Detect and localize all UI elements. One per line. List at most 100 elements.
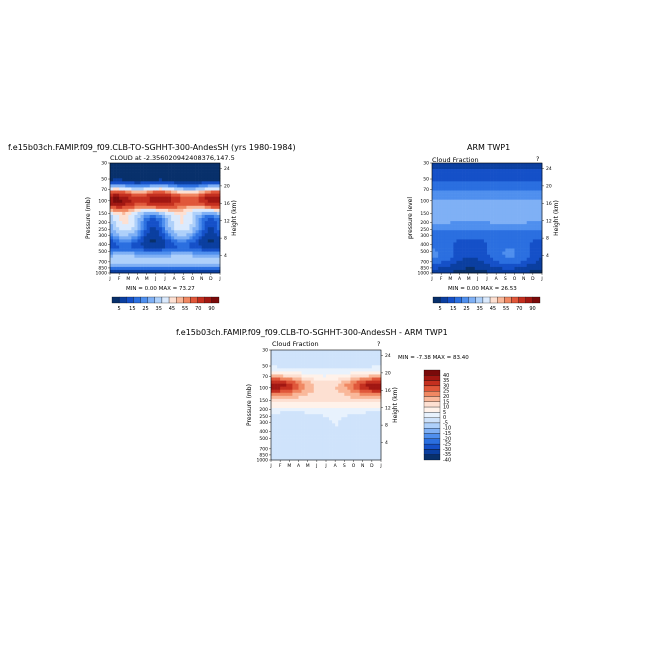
heatmap-cell — [432, 184, 436, 188]
heatmap-cell — [216, 221, 221, 225]
heatmap-cell — [168, 233, 172, 237]
heatmap-cell — [283, 401, 287, 406]
heatmap-cell — [192, 242, 196, 246]
heatmap-cell — [152, 163, 157, 167]
heatmap-cell — [322, 417, 327, 421]
heatmap-cell — [189, 214, 193, 219]
heatmap-cell — [161, 263, 166, 268]
heatmap-cell — [192, 221, 196, 225]
heatmap-cell — [158, 248, 163, 252]
colorbar: 5 15 25 35 45 55 70 90 — [432, 296, 541, 312]
heatmap-cell — [161, 242, 166, 246]
heatmap-cell — [438, 190, 442, 194]
heatmap-cell — [499, 166, 503, 170]
heatmap-cell — [216, 263, 221, 268]
heatmap-cell — [356, 453, 360, 458]
heatmap-cell — [344, 426, 348, 430]
heatmap-cell — [477, 202, 482, 207]
heatmap-cell — [444, 172, 448, 176]
heatmap-cell — [435, 239, 439, 243]
heatmap-cell — [480, 233, 485, 237]
heatmap-cell — [353, 356, 357, 360]
heatmap-cell — [165, 245, 169, 249]
heatmap-cell — [341, 374, 345, 378]
heatmap-cell — [374, 395, 379, 400]
heatmap-cell — [186, 218, 190, 222]
heatmap-cell — [538, 260, 543, 265]
heatmap-cell — [280, 441, 284, 446]
heatmap-cell — [307, 374, 312, 378]
heatmap-cell — [295, 417, 299, 421]
heatmap-cell — [119, 239, 123, 243]
heatmap-cell — [168, 184, 172, 188]
heatmap-cell — [195, 233, 199, 237]
heatmap-cell — [146, 175, 151, 179]
heatmap-cell — [505, 205, 509, 210]
heatmap-cell — [453, 181, 457, 185]
heatmap-cell — [538, 166, 543, 170]
heatmap-cell — [131, 175, 135, 179]
heatmap-cell — [356, 368, 360, 372]
heatmap-cell — [143, 169, 147, 173]
heatmap-cell — [362, 353, 367, 357]
heatmap-cell — [353, 386, 357, 391]
x-tick-label: M — [448, 276, 452, 282]
heatmap-cell — [523, 227, 528, 231]
x-tick-label: J — [485, 276, 487, 282]
heatmap-cell — [301, 408, 305, 412]
heatmap-cell — [304, 371, 308, 375]
heatmap-cell — [304, 432, 308, 436]
heatmap-cell — [517, 196, 521, 200]
y-tick-label: 30 — [101, 161, 107, 167]
heatmap-cell — [204, 163, 209, 167]
heatmap-cell — [122, 190, 126, 194]
heatmap-cell — [435, 236, 439, 240]
heatmap-cell — [165, 190, 169, 194]
heatmap-cell — [529, 239, 534, 243]
heatmap-cell — [468, 236, 473, 240]
heatmap-cell — [362, 395, 367, 400]
heatmap-cell — [171, 245, 175, 249]
heatmap-cell — [353, 429, 357, 433]
heatmap-cell — [301, 456, 305, 461]
heatmap-cell — [277, 450, 281, 455]
heatmap-cell — [462, 202, 466, 207]
heatmap-cell — [368, 392, 373, 397]
heatmap-cell — [353, 417, 357, 421]
heatmap-cell — [517, 172, 521, 176]
heatmap-cell — [505, 214, 509, 219]
heatmap-cell — [171, 218, 175, 222]
heatmap-cell — [283, 423, 287, 427]
heatmap-cell — [183, 260, 187, 265]
heatmap-cell — [441, 205, 445, 210]
heatmap-cell — [359, 435, 363, 439]
heatmap-cell — [289, 398, 293, 403]
heatmap-cell — [174, 245, 178, 249]
heatmap-cell — [483, 196, 488, 200]
heatmap-cell — [520, 208, 524, 213]
heatmap-cell — [128, 248, 132, 252]
heatmap-cell — [326, 401, 330, 406]
heatmap-cell — [168, 169, 172, 173]
heatmap-cell — [459, 248, 463, 252]
heatmap-cell — [490, 260, 494, 265]
heatmap-cell — [523, 166, 528, 170]
heatmap-cell — [374, 438, 379, 442]
heatmap-cell — [274, 405, 278, 409]
heatmap-cell — [186, 239, 190, 243]
heatmap-cell — [356, 386, 360, 391]
heatmap-cell — [465, 190, 469, 194]
heatmap-cell — [477, 263, 482, 268]
heatmap-cell — [477, 257, 482, 262]
colorbar-label: 20 — [443, 394, 449, 400]
heatmap-cell — [216, 239, 221, 243]
heatmap-cell — [122, 227, 126, 231]
heatmap-cell — [532, 181, 537, 185]
heatmap-cell — [292, 389, 296, 394]
heatmap-cell — [335, 432, 339, 436]
heatmap-cell — [453, 263, 457, 268]
heatmap-cell — [371, 405, 376, 409]
heatmap-cell — [180, 227, 184, 231]
heatmap-cell — [304, 408, 308, 412]
heatmap-cell — [280, 392, 284, 397]
